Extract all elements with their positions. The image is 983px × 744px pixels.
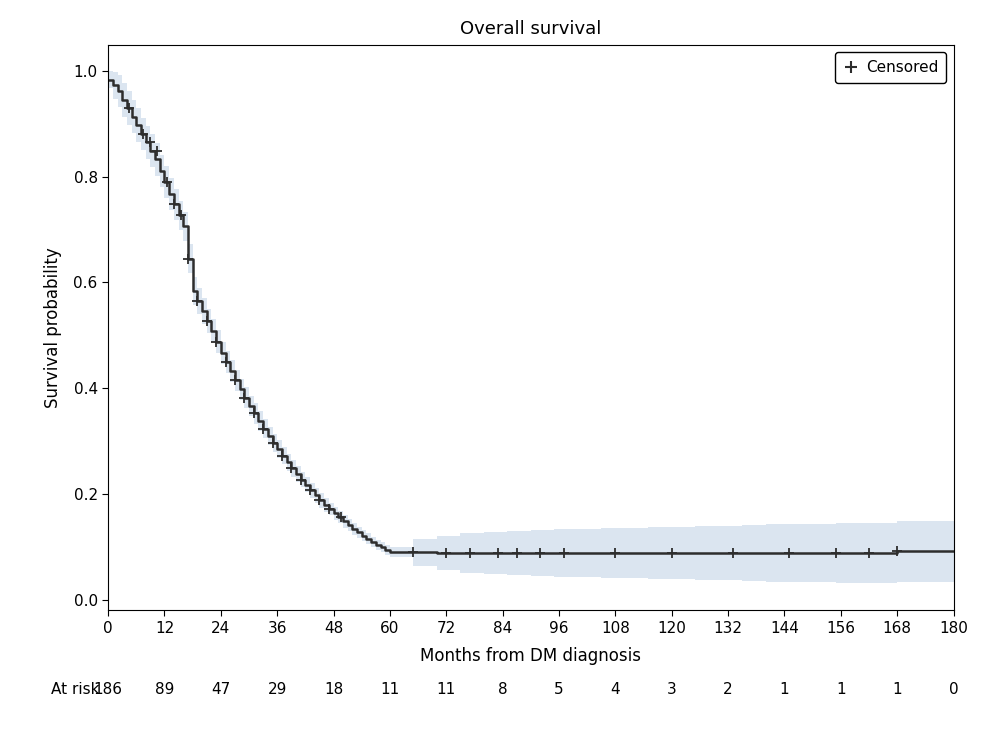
Text: 1: 1 xyxy=(893,682,902,696)
Text: 3: 3 xyxy=(666,682,676,696)
Text: 1: 1 xyxy=(836,682,845,696)
Text: 29: 29 xyxy=(267,682,287,696)
Text: 1: 1 xyxy=(780,682,789,696)
Y-axis label: Survival probability: Survival probability xyxy=(44,247,62,408)
Text: 18: 18 xyxy=(324,682,343,696)
Text: At risk: At risk xyxy=(51,682,99,696)
Title: Overall survival: Overall survival xyxy=(460,19,602,37)
Text: 89: 89 xyxy=(154,682,174,696)
Text: 8: 8 xyxy=(497,682,507,696)
Legend: Censored: Censored xyxy=(836,52,946,83)
Text: 186: 186 xyxy=(93,682,123,696)
Text: 11: 11 xyxy=(380,682,399,696)
Text: 11: 11 xyxy=(436,682,456,696)
Text: 4: 4 xyxy=(610,682,620,696)
Text: 5: 5 xyxy=(554,682,564,696)
X-axis label: Months from DM diagnosis: Months from DM diagnosis xyxy=(421,647,641,665)
Text: 0: 0 xyxy=(949,682,958,696)
Text: 47: 47 xyxy=(211,682,230,696)
Text: 2: 2 xyxy=(723,682,733,696)
